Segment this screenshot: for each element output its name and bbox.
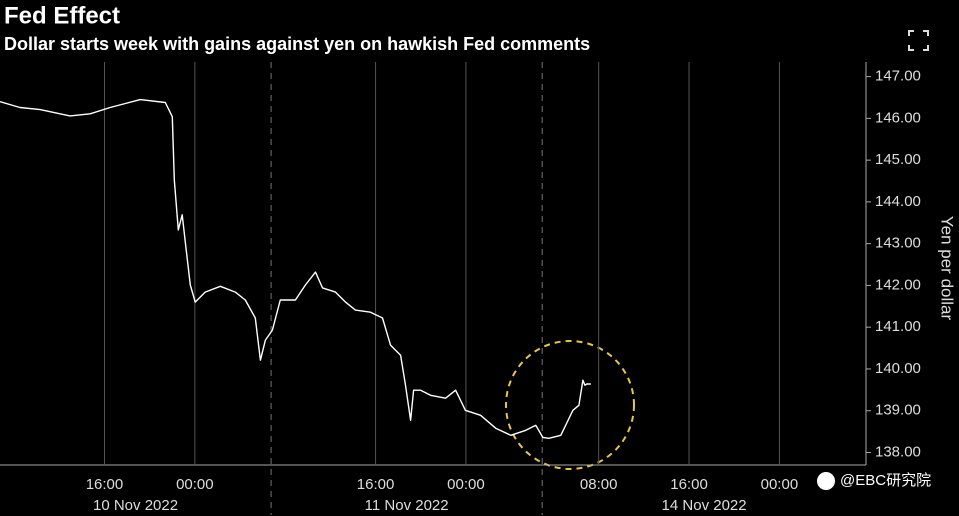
watermark-icon [817,472,835,490]
session-label: 14 Nov 2022 [662,497,747,514]
y-tick-label: 143.00 [875,235,921,252]
y-tick-label: 142.00 [875,276,921,293]
y-tick-label: 147.00 [875,68,921,85]
y-tick-label: 144.00 [875,193,921,210]
x-tick-label: 00:00 [447,476,485,493]
y-tick-label: 145.00 [875,151,921,168]
x-tick-label: 08:00 [580,476,618,493]
chart-title: Fed Effect [4,2,120,29]
y-tick-label: 141.00 [875,318,921,335]
fullscreen-icon[interactable] [908,30,929,51]
y-tick-label: 139.00 [875,402,921,419]
price-line [0,98,591,439]
x-tick-label: 00:00 [176,476,214,493]
session-label: 10 Nov 2022 [93,497,178,514]
x-tick-label: 16:00 [86,476,124,493]
session-label: 11 Nov 2022 [365,497,449,514]
y-axis-label: Yen per dollar [938,216,957,321]
watermark: @EBC研究院 [840,471,931,489]
x-tick-label: 16:00 [357,476,395,493]
x-tick-label: 16:00 [670,476,708,493]
x-tick-label: 00:00 [761,476,799,493]
y-tick-label: 146.00 [875,109,921,126]
highlight-circle [505,340,635,470]
y-tick-label: 140.00 [875,360,921,377]
y-tick-label: 138.00 [875,443,921,460]
chart-subtitle: Dollar starts week with gains against ye… [4,34,590,54]
